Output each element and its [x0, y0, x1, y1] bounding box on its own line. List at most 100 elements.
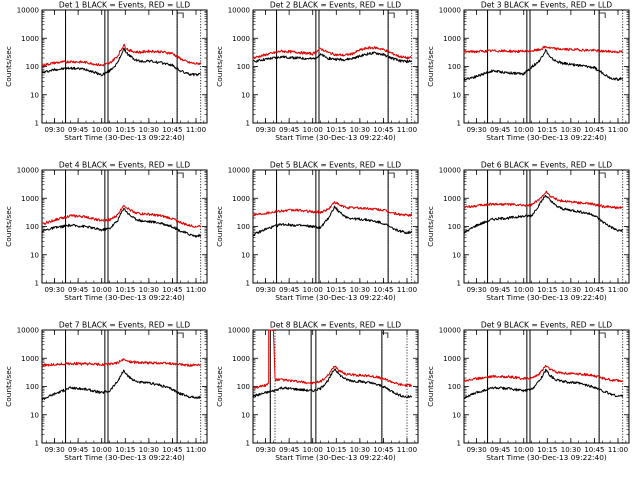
x-axis-label: Start Time (30-Dec-13 09:22:40)	[486, 133, 607, 142]
detector-panel-8: Det 8 BLACK = Events, RED = LLD 1 10 100 100…	[215, 321, 419, 462]
y-tick-label: 10000	[439, 167, 461, 175]
y-tick-label: 10000	[17, 327, 39, 335]
series-line-events	[463, 48, 624, 81]
x-tick-label: 10:45	[373, 126, 393, 134]
interval-bracket	[177, 172, 184, 178]
interval-bracket	[599, 172, 606, 178]
y-tick-label: 10	[241, 251, 250, 259]
panel-title: Det 5 BLACK = Events, RED = LLD	[270, 161, 401, 170]
y-tick-label: 1000	[232, 195, 250, 203]
panel-title: Det 1 BLACK = Events, RED = LLD	[59, 1, 190, 10]
detector-panel-9: Det 9 BLACK = Events, RED = LLD 1 10 100 100…	[426, 321, 630, 462]
interval-bracket	[599, 332, 606, 338]
detector-panel-2: Det 2 BLACK = Events, RED = LLD 1 10 100 100…	[215, 1, 419, 142]
interval-bracket	[388, 172, 395, 178]
series-line-lld	[252, 201, 413, 217]
series-line-lld	[463, 190, 624, 210]
x-tick-label: 10:15	[115, 446, 135, 454]
y-tick-label: 100	[448, 383, 461, 391]
x-tick-label: 10:30	[561, 446, 581, 454]
x-axis-label: Start Time (30-Dec-13 09:22:40)	[486, 453, 607, 462]
y-tick-label: 10	[452, 91, 461, 99]
y-tick-label: 10000	[17, 167, 39, 175]
x-tick-label: 10:45	[162, 126, 182, 134]
x-tick-label: 10:15	[326, 446, 346, 454]
x-tick-label: 09:30	[255, 286, 275, 294]
panel-title: Det 3 BLACK = Events, RED = LLD	[481, 1, 612, 10]
x-tick-label: 10:30	[350, 446, 370, 454]
series-line-lld	[463, 45, 623, 54]
x-tick-label: 10:00	[303, 126, 323, 134]
y-tick-label: 1	[246, 280, 250, 288]
x-tick-label: 09:45	[490, 126, 510, 134]
detector-panel-5: Det 5 BLACK = Events, RED = LLD 1 10 100 100…	[215, 161, 419, 302]
x-tick-label: 10:30	[139, 286, 159, 294]
y-tick-label: 10000	[439, 7, 461, 15]
interval-bracket	[599, 12, 606, 18]
detector-panel-1: Det 1 BLACK = Events, RED = LLD 1 10 100 100…	[4, 1, 208, 142]
y-tick-label: 1000	[443, 195, 461, 203]
x-tick-label: 10:30	[139, 446, 159, 454]
y-tick-label: 1000	[232, 35, 250, 43]
x-axis-label: Start Time (30-Dec-13 09:22:40)	[275, 133, 396, 142]
panel-title: Det 2 BLACK = Events, RED = LLD	[270, 1, 401, 10]
x-tick-label: 11:00	[397, 446, 417, 454]
x-tick-label: 10:15	[537, 126, 557, 134]
panel-title: Det 9 BLACK = Events, RED = LLD	[481, 321, 612, 330]
y-tick-label: 1000	[443, 355, 461, 363]
y-tick-label: 10000	[228, 7, 250, 15]
y-tick-label: 10	[241, 91, 250, 99]
y-axis-label: Counts/sec	[215, 366, 224, 407]
x-tick-label: 10:30	[561, 286, 581, 294]
y-tick-label: 10	[30, 251, 39, 259]
series-line-events	[252, 368, 413, 399]
x-tick-label: 09:45	[279, 446, 299, 454]
x-tick-label: 10:30	[350, 286, 370, 294]
series-line-events	[41, 369, 201, 401]
y-tick-label: 10000	[228, 327, 250, 335]
x-tick-label: 10:45	[584, 286, 604, 294]
y-axis-label: Counts/sec	[4, 206, 13, 247]
y-tick-label: 100	[237, 63, 250, 71]
x-tick-label: 10:00	[303, 446, 323, 454]
x-tick-label: 10:00	[92, 286, 112, 294]
y-tick-label: 1	[457, 440, 461, 448]
x-tick-label: 09:30	[255, 446, 275, 454]
series-line-lld	[41, 43, 202, 67]
series-line-events	[252, 51, 413, 64]
y-tick-label: 10000	[439, 327, 461, 335]
interval-bracket	[381, 332, 389, 338]
x-tick-label: 10:00	[92, 446, 112, 454]
x-tick-label: 10:30	[561, 126, 581, 134]
y-tick-label: 1000	[232, 355, 250, 363]
y-axis-label: Counts/sec	[4, 366, 13, 407]
x-tick-label: 10:00	[514, 286, 534, 294]
series-line-events	[41, 47, 201, 77]
x-tick-label: 09:45	[490, 446, 510, 454]
x-tick-label: 10:00	[514, 126, 534, 134]
y-axis-label: Counts/sec	[215, 46, 224, 87]
x-tick-label: 11:00	[608, 446, 628, 454]
y-tick-label: 100	[237, 383, 250, 391]
x-tick-label: 10:00	[92, 126, 112, 134]
y-tick-label: 1	[35, 280, 39, 288]
x-tick-label: 09:45	[68, 286, 88, 294]
y-axis-label: Counts/sec	[4, 46, 13, 87]
x-tick-label: 09:30	[44, 446, 64, 454]
panel-title: Det 4 BLACK = Events, RED = LLD	[59, 161, 190, 170]
y-tick-label: 100	[448, 223, 461, 231]
x-axis-label: Start Time (30-Dec-13 09:22:40)	[64, 293, 185, 302]
y-tick-label: 1	[246, 440, 250, 448]
y-tick-label: 10	[30, 91, 39, 99]
series-line-lld	[41, 205, 202, 228]
y-tick-label: 10	[452, 411, 461, 419]
y-tick-label: 100	[237, 223, 250, 231]
x-tick-label: 10:45	[162, 286, 182, 294]
y-tick-label: 10000	[17, 7, 39, 15]
x-tick-label: 10:30	[139, 126, 159, 134]
x-tick-label: 10:00	[514, 446, 534, 454]
detector-panel-6: Det 6 BLACK = Events, RED = LLD 1 10 100 100…	[426, 161, 630, 302]
y-axis-label: Counts/sec	[426, 366, 435, 407]
